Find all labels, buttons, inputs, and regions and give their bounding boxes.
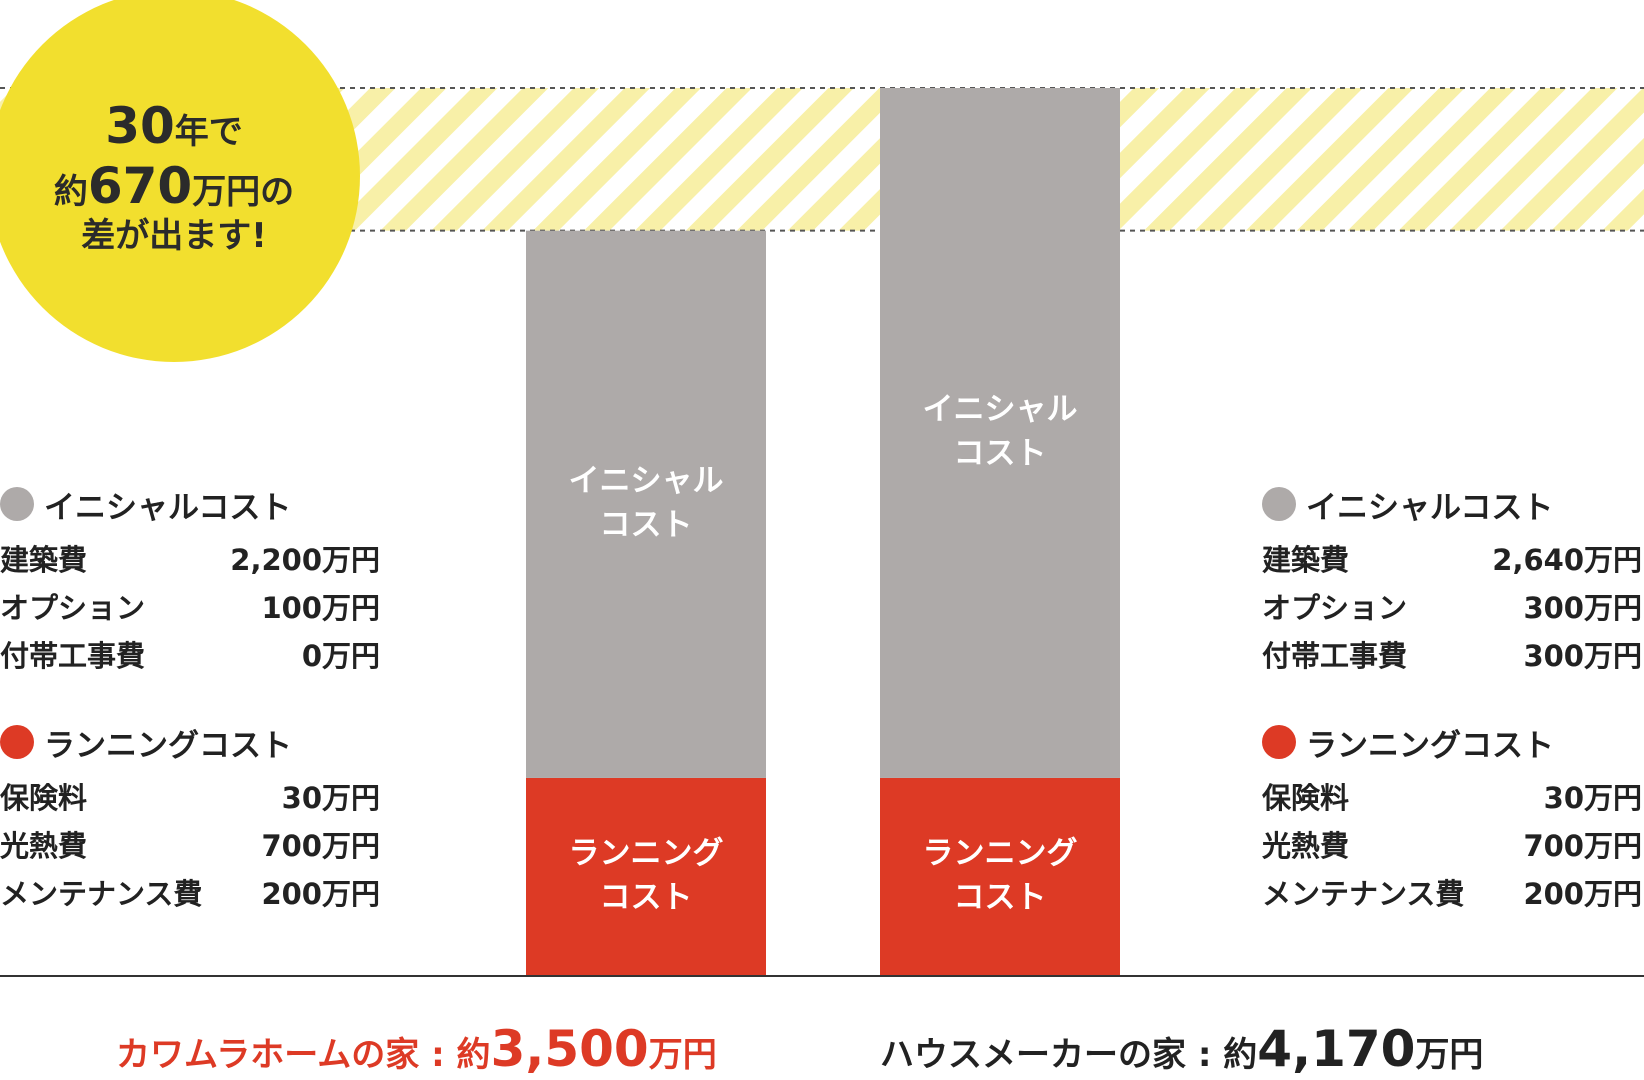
breakdown-label: メンテナンス費 bbox=[1262, 877, 1465, 911]
running-cost-segment bbox=[880, 777, 1120, 976]
running-cost-segment bbox=[526, 777, 766, 976]
breakdown-label: 建築費 bbox=[1262, 543, 1350, 577]
breakdown-label: メンテナンス費 bbox=[0, 877, 203, 911]
total-unit: 万円 bbox=[1415, 1035, 1484, 1075]
breakdown-row: 建築費 2,200万円 bbox=[0, 536, 380, 584]
segment-label: コスト bbox=[954, 879, 1047, 915]
kawamura-total: カワムラホームの家 : 約 3,500 万円 bbox=[116, 1020, 717, 1078]
callout-amount-unit: 万円の bbox=[192, 171, 295, 212]
total-label: カワムラホームの家 : 約 bbox=[116, 1035, 491, 1075]
breakdown-row: 光熱費 700万円 bbox=[1262, 822, 1642, 870]
breakdown-value: 2,200万円 bbox=[230, 543, 380, 577]
breakdown-value: 300万円 bbox=[1523, 591, 1642, 625]
breakdown-value: 200万円 bbox=[1523, 877, 1642, 911]
breakdown-row: 保険料 30万円 bbox=[1262, 774, 1642, 822]
segment-label: ランニング bbox=[569, 835, 724, 871]
breakdown-row: オプション 100万円 bbox=[0, 584, 380, 632]
initial-cost-segment bbox=[526, 230, 766, 778]
right-cost-breakdown: イニシャルコスト 建築費 2,640万円 オプション 300万円 付帯工事費 300万… bbox=[1262, 484, 1642, 918]
segment-label: コスト bbox=[600, 507, 693, 543]
breakdown-label: 建築費 bbox=[0, 543, 88, 577]
segment-label: ランニング bbox=[923, 835, 1078, 871]
initial-legend-right: イニシャルコスト bbox=[1262, 484, 1642, 526]
initial-cost-segment bbox=[880, 88, 1120, 778]
total-amount: 4,170 bbox=[1257, 1020, 1416, 1078]
left-cost-breakdown: イニシャルコスト 建築費 2,200万円 オプション 100万円 付帯工事費 0万円 … bbox=[0, 484, 380, 918]
breakdown-value: 2,640万円 bbox=[1492, 543, 1642, 577]
segment-label: コスト bbox=[954, 435, 1047, 471]
red-dot-icon bbox=[1262, 725, 1296, 759]
breakdown-label: オプション bbox=[0, 591, 146, 625]
breakdown-label: オプション bbox=[1262, 591, 1408, 625]
legend-title: ランニングコスト bbox=[44, 727, 292, 764]
legend-title: イニシャルコスト bbox=[1306, 489, 1554, 526]
breakdown-value: 300万円 bbox=[1523, 639, 1642, 673]
house-maker-total: ハウスメーカーの家 : 約 4,170 万円 bbox=[880, 1020, 1483, 1078]
breakdown-row: メンテナンス費 200万円 bbox=[1262, 870, 1642, 918]
callout-years-suffix: 年で bbox=[174, 111, 243, 152]
red-dot-icon bbox=[0, 725, 34, 759]
breakdown-row: 光熱費 700万円 bbox=[0, 822, 380, 870]
breakdown-label: 保険料 bbox=[0, 781, 88, 815]
breakdown-label: 光熱費 bbox=[1262, 829, 1350, 863]
legend-title: ランニングコスト bbox=[1306, 727, 1554, 764]
segment-label: コスト bbox=[600, 879, 693, 915]
breakdown-row: 保険料 30万円 bbox=[0, 774, 380, 822]
breakdown-value: 100万円 bbox=[261, 591, 380, 625]
total-label: ハウスメーカーの家 : 約 bbox=[880, 1035, 1258, 1075]
initial-legend-left: イニシャルコスト bbox=[0, 484, 380, 526]
breakdown-row: メンテナンス費 200万円 bbox=[0, 870, 380, 918]
breakdown-value: 0万円 bbox=[301, 639, 380, 673]
legend-title: イニシャルコスト bbox=[44, 489, 292, 526]
callout-amount: 670 bbox=[87, 156, 193, 215]
running-legend-right: ランニングコスト bbox=[1262, 722, 1642, 764]
breakdown-row: 付帯工事費 0万円 bbox=[0, 632, 380, 680]
gray-dot-icon bbox=[0, 487, 34, 521]
gray-dot-icon bbox=[1262, 487, 1296, 521]
breakdown-label: 付帯工事費 bbox=[1262, 639, 1408, 673]
breakdown-value: 30万円 bbox=[1543, 781, 1642, 815]
total-amount: 3,500 bbox=[490, 1020, 649, 1078]
breakdown-value: 30万円 bbox=[281, 781, 380, 815]
callout-approx: 約 bbox=[53, 171, 88, 212]
breakdown-value: 700万円 bbox=[261, 829, 380, 863]
total-unit: 万円 bbox=[648, 1035, 717, 1075]
callout-conclusion: 差が出ます! bbox=[81, 215, 267, 256]
segment-label: イニシャル bbox=[569, 463, 724, 499]
breakdown-value: 200万円 bbox=[261, 877, 380, 911]
breakdown-row: 建築費 2,640万円 bbox=[1262, 536, 1642, 584]
breakdown-value: 700万円 bbox=[1523, 829, 1642, 863]
breakdown-label: 光熱費 bbox=[0, 829, 88, 863]
callout-years: 30 bbox=[105, 96, 175, 155]
breakdown-label: 保険料 bbox=[1262, 781, 1350, 815]
difference-callout: 30年で 約670万円の 差が出ます! bbox=[0, 0, 360, 362]
breakdown-label: 付帯工事費 bbox=[0, 639, 146, 673]
breakdown-row: オプション 300万円 bbox=[1262, 584, 1642, 632]
breakdown-row: 付帯工事費 300万円 bbox=[1262, 632, 1642, 680]
segment-label: イニシャル bbox=[923, 391, 1078, 427]
running-legend-left: ランニングコスト bbox=[0, 722, 380, 764]
